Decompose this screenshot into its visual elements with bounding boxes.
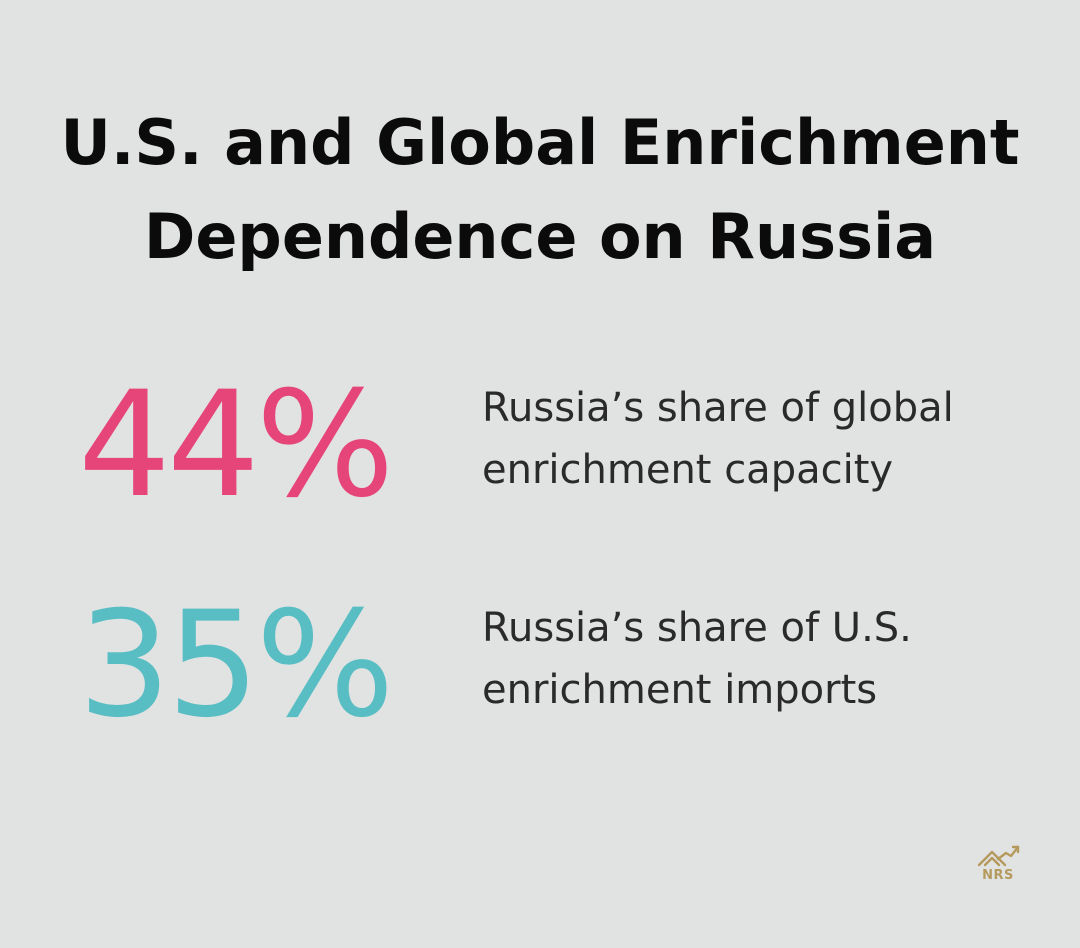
title-line-2: Dependence on Russia — [143, 200, 937, 273]
logo-text: NRS — [982, 868, 1014, 883]
brand-logo: NRS — [972, 843, 1024, 885]
stat-value: 44% — [78, 360, 395, 530]
stat-description-line-2: enrichment imports — [482, 667, 878, 713]
stat-us-imports: 35% Russia’s share of U.S. enrichment im… — [0, 585, 1080, 745]
stat-description: Russia’s share of global enrichment capa… — [482, 377, 1042, 501]
title-line-1: U.S. and Global Enrichment — [60, 106, 1020, 179]
stat-description-line-1: Russia’s share of U.S. — [482, 605, 912, 651]
stat-value: 35% — [78, 580, 395, 750]
page-title: U.S. and Global Enrichment Dependence on… — [0, 96, 1080, 284]
stat-global-capacity: 44% Russia’s share of global enrichment … — [0, 365, 1080, 525]
stat-description-line-2: enrichment capacity — [482, 447, 894, 493]
house-chart-icon — [977, 845, 1020, 867]
stat-description-line-1: Russia’s share of global — [482, 385, 954, 431]
stat-description: Russia’s share of U.S. enrichment import… — [482, 597, 1042, 721]
